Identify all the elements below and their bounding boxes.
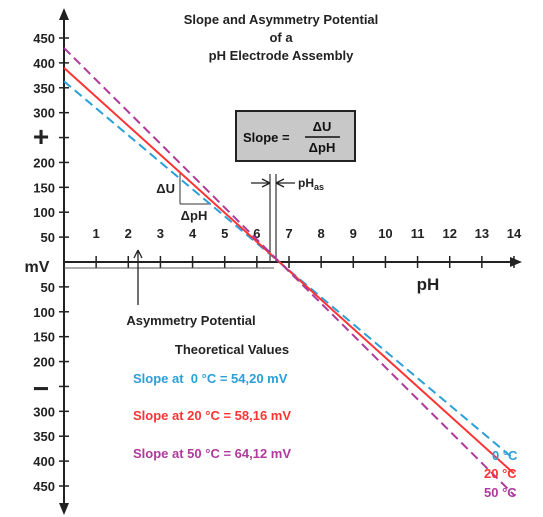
- theoretical-heading: Theoretical Values: [175, 342, 289, 357]
- end-label-20c: 20 °C: [484, 466, 517, 481]
- x-tick-label-8: 8: [318, 226, 325, 241]
- x-tick-label-13: 13: [475, 226, 489, 241]
- x-tick-label-1: 1: [93, 226, 100, 241]
- end-label-50c: 50 °C: [484, 485, 517, 500]
- asymmetry-arrow: [133, 249, 143, 305]
- y-tick-label-neg-100: 100: [33, 305, 55, 320]
- y-tick-label-pos-450: 450: [33, 31, 55, 46]
- x-tick-label-9: 9: [350, 226, 357, 241]
- y-tick-label-pos-200: 200: [33, 155, 55, 170]
- chart-title-line-3: pH Electrode Assembly: [209, 48, 355, 63]
- x-tick-label-4: 4: [189, 226, 197, 241]
- ph-as-subscript: as: [314, 182, 324, 192]
- y-tick-label-neg-50: 50: [41, 280, 55, 295]
- minus-sign: −: [33, 373, 49, 404]
- series-line-50c: [63, 47, 515, 496]
- y-axis-arrow-bottom: [59, 503, 69, 515]
- ph-as-arrow-right: [275, 178, 295, 188]
- y-axis-label: mV: [25, 259, 50, 276]
- y-tick-label-neg-300: 300: [33, 404, 55, 419]
- x-tick-label-12: 12: [442, 226, 456, 241]
- chart-title-line-1: Slope and Asymmetry Potential: [184, 12, 379, 27]
- formula-lhs: Slope =: [243, 130, 290, 145]
- y-tick-label-neg-150: 150: [33, 330, 55, 345]
- x-ticks-group: 1 2 3 4 5 6 7 8 9 10 11 12 13 14: [93, 226, 522, 268]
- delta-ph-label: ΔpH: [181, 208, 208, 223]
- formula-numerator: ΔU: [313, 119, 332, 134]
- y-tick-label-neg-400: 400: [33, 454, 55, 469]
- y-ticks-group: 50 100 150 200 300 350 400 450 50 100 150 200 300 350…: [33, 31, 69, 494]
- y-tick-label-neg-350: 350: [33, 429, 55, 444]
- legend-0c: Slope at 0 °C = 54,20 mV: [133, 371, 288, 386]
- y-tick-label-neg-450: 450: [33, 479, 55, 494]
- ph-as-arrow-left: [251, 178, 271, 188]
- x-tick-label-7: 7: [285, 226, 292, 241]
- y-tick-label-pos-350: 350: [33, 81, 55, 96]
- x-axis-label: pH: [417, 275, 440, 294]
- plus-sign: +: [33, 121, 49, 152]
- legend-20c: Slope at 20 °C = 58,16 mV: [133, 408, 291, 423]
- y-tick-label-neg-200: 200: [33, 355, 55, 370]
- formula-denominator: ΔpH: [309, 140, 336, 155]
- x-tick-label-14: 14: [507, 226, 522, 241]
- asymmetry-label: Asymmetry Potential: [126, 313, 255, 328]
- x-tick-label-3: 3: [157, 226, 164, 241]
- x-tick-label-11: 11: [411, 226, 425, 241]
- y-tick-label-pos-400: 400: [33, 56, 55, 71]
- x-tick-label-6: 6: [253, 226, 260, 241]
- y-tick-label-pos-50: 50: [41, 230, 55, 245]
- legend-50c: Slope at 50 °C = 64,12 mV: [133, 446, 291, 461]
- y-axis-arrow-top: [59, 8, 69, 20]
- ph-as-label: pHas: [298, 176, 324, 192]
- y-tick-label-pos-100: 100: [33, 205, 55, 220]
- x-tick-label-5: 5: [221, 226, 228, 241]
- y-tick-label-pos-300: 300: [33, 106, 55, 121]
- end-label-0c: 0 °C: [492, 448, 518, 463]
- formula-box: [235, 110, 356, 162]
- x-tick-label-2: 2: [125, 226, 132, 241]
- series-lines-group: [63, 47, 515, 496]
- y-tick-label-pos-150: 150: [33, 180, 55, 195]
- x-tick-label-10: 10: [378, 226, 392, 241]
- delta-u-label: ΔU: [156, 181, 175, 196]
- x-axis-arrow: [510, 257, 522, 267]
- chart-title-line-2: of a: [269, 30, 293, 45]
